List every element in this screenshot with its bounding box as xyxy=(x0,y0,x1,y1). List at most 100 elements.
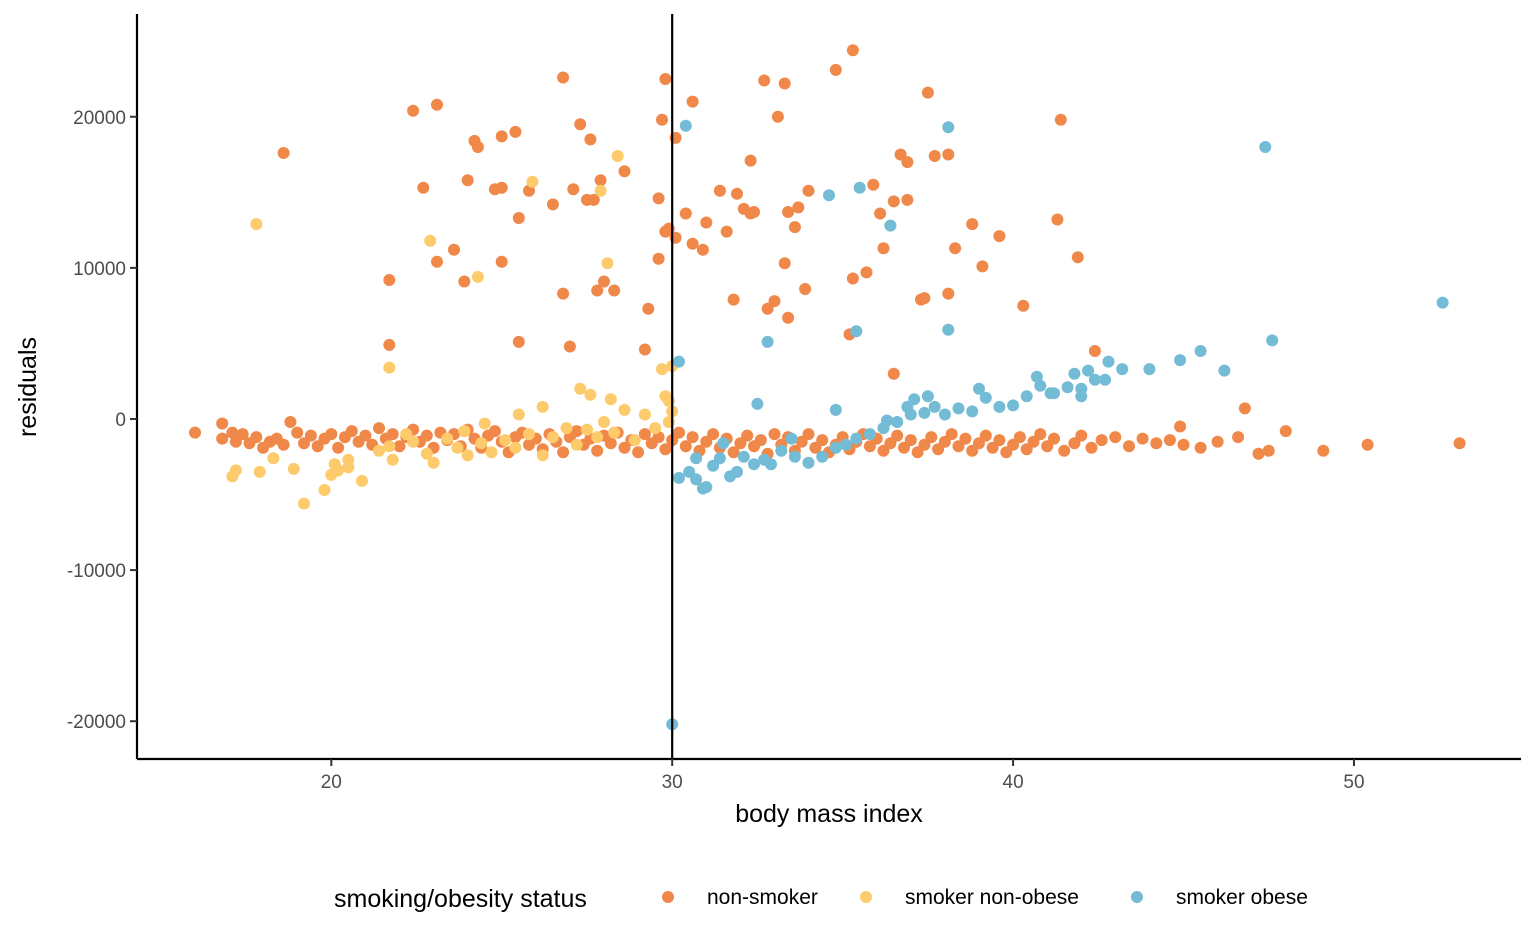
point-smoker-non-obese-36 xyxy=(628,434,641,447)
point-non-smoker-151 xyxy=(383,338,396,351)
point-smoker-non-obese-17 xyxy=(420,447,433,460)
point-smoker-obese-43 xyxy=(1116,363,1129,376)
point-smoker-non-obese-60 xyxy=(611,150,624,162)
point-non-smoker-88 xyxy=(802,428,815,441)
point-smoker-non-obese-55 xyxy=(424,234,437,247)
point-smoker-obese-12 xyxy=(737,450,750,463)
point-non-smoker-71 xyxy=(686,431,699,444)
point-smoker-obese-63 xyxy=(829,403,842,416)
point-non-smoker-164 xyxy=(495,130,508,143)
x-tick-label-3: 50 xyxy=(1343,772,1364,793)
point-non-smoker-228 xyxy=(901,156,914,169)
point-non-smoker-180 xyxy=(598,275,610,288)
point-smoker-non-obese-22 xyxy=(475,437,488,450)
point-non-smoker-182 xyxy=(618,165,631,178)
point-smoker-obese-55 xyxy=(850,325,863,338)
point-non-smoker-132 xyxy=(1136,432,1149,445)
y-tick-label-2: 0 xyxy=(115,410,126,431)
point-smoker-non-obese-23 xyxy=(485,446,498,459)
y-axis-ticks: -20000 -10000 0 10000 20000 xyxy=(67,108,137,733)
point-non-smoker-160 xyxy=(471,141,484,153)
point-smoker-obese-44 xyxy=(1143,363,1156,376)
point-non-smoker-174 xyxy=(574,118,587,131)
point-non-smoker-110 xyxy=(952,440,965,453)
point-non-smoker-184 xyxy=(642,302,655,315)
point-non-smoker-229 xyxy=(901,193,914,206)
point-non-smoker-208 xyxy=(768,295,781,308)
point-smoker-obese-50 xyxy=(1068,367,1081,380)
point-non-smoker-209 xyxy=(771,110,784,123)
point-smoker-obese-72 xyxy=(1075,382,1088,395)
point-non-smoker-217 xyxy=(802,184,815,197)
point-non-smoker-79 xyxy=(741,429,754,442)
point-smoker-obese-47 xyxy=(1266,334,1279,347)
point-non-smoker-178 xyxy=(591,284,604,297)
point-non-smoker-81 xyxy=(754,434,767,447)
point-smoker-obese-9 xyxy=(713,452,726,465)
point-non-smoker-188 xyxy=(659,73,672,85)
point-non-smoker-1 xyxy=(216,417,229,430)
point-non-smoker-145 xyxy=(1453,437,1466,450)
point-smoker-non-obese-3 xyxy=(267,452,280,465)
point-smoker-obese-61 xyxy=(1436,296,1449,309)
point-non-smoker-25 xyxy=(373,422,385,435)
point-smoker-obese-1 xyxy=(673,355,685,368)
point-smoker-obese-27 xyxy=(908,393,921,406)
point-non-smoker-183 xyxy=(638,343,651,356)
point-non-smoker-157 xyxy=(458,275,471,288)
point-non-smoker-52 xyxy=(557,446,570,459)
point-smoker-non-obese-14 xyxy=(383,440,396,453)
point-non-smoker-154 xyxy=(431,98,443,111)
point-non-smoker-170 xyxy=(557,71,570,84)
point-smoker-obese-11 xyxy=(731,465,743,478)
point-non-smoker-239 xyxy=(993,230,1006,243)
point-smoker-obese-2 xyxy=(679,119,692,132)
point-smoker-obese-37 xyxy=(1034,379,1047,392)
point-smoker-non-obese-34 xyxy=(608,426,621,439)
point-non-smoker-5 xyxy=(236,428,249,441)
point-non-smoker-137 xyxy=(1211,435,1224,448)
point-smoker-non-obese-20 xyxy=(451,441,464,454)
point-non-smoker-150 xyxy=(383,274,396,286)
point-non-smoker-198 xyxy=(713,184,726,197)
point-non-smoker-153 xyxy=(417,181,430,194)
point-non-smoker-138 xyxy=(1232,431,1245,444)
point-non-smoker-13 xyxy=(291,426,304,439)
point-non-smoker-211 xyxy=(778,257,791,270)
point-non-smoker-133 xyxy=(1150,437,1163,450)
point-non-smoker-201 xyxy=(731,187,743,200)
point-smoker-obese-48 xyxy=(1174,354,1187,367)
point-non-smoker-197 xyxy=(700,216,713,229)
point-smoker-obese-70 xyxy=(1030,370,1043,383)
point-smoker-obese-15 xyxy=(765,458,777,471)
point-smoker-non-obese-19 xyxy=(441,432,454,445)
point-non-smoker-12 xyxy=(284,416,297,428)
point-non-smoker-135 xyxy=(1177,438,1190,451)
y-axis-title: residuals xyxy=(14,337,42,437)
point-non-smoker-2 xyxy=(216,432,229,445)
point-non-smoker-23 xyxy=(359,429,372,442)
y-tick-label-4: 20000 xyxy=(73,108,126,129)
point-non-smoker-90 xyxy=(816,434,829,447)
point-non-smoker-64 xyxy=(638,428,651,441)
point-non-smoker-165 xyxy=(509,125,522,138)
point-smoker-non-obese-51 xyxy=(458,425,471,438)
point-smoker-obese-16 xyxy=(775,444,788,457)
point-smoker-non-obese-9 xyxy=(332,464,345,477)
point-smoker-non-obese-33 xyxy=(598,416,610,428)
point-non-smoker-146 xyxy=(887,367,900,380)
point-smoker-obese-62 xyxy=(751,397,764,410)
point-non-smoker-214 xyxy=(788,221,801,234)
point-non-smoker-221 xyxy=(846,44,859,57)
point-smoker-non-obese-15 xyxy=(386,453,399,466)
point-smoker-non-obese-57 xyxy=(526,175,539,188)
legend: smoking/obesity status non-smoker smoker… xyxy=(334,885,1308,913)
point-smoker-non-obese-44 xyxy=(604,393,617,406)
point-non-smoker-7 xyxy=(250,431,263,444)
x-tick-label-1: 30 xyxy=(662,772,683,793)
point-smoker-obese-33 xyxy=(979,391,992,404)
point-smoker-obese-39 xyxy=(1061,381,1074,394)
point-non-smoker-235 xyxy=(942,287,955,300)
point-non-smoker-124 xyxy=(1048,432,1060,445)
